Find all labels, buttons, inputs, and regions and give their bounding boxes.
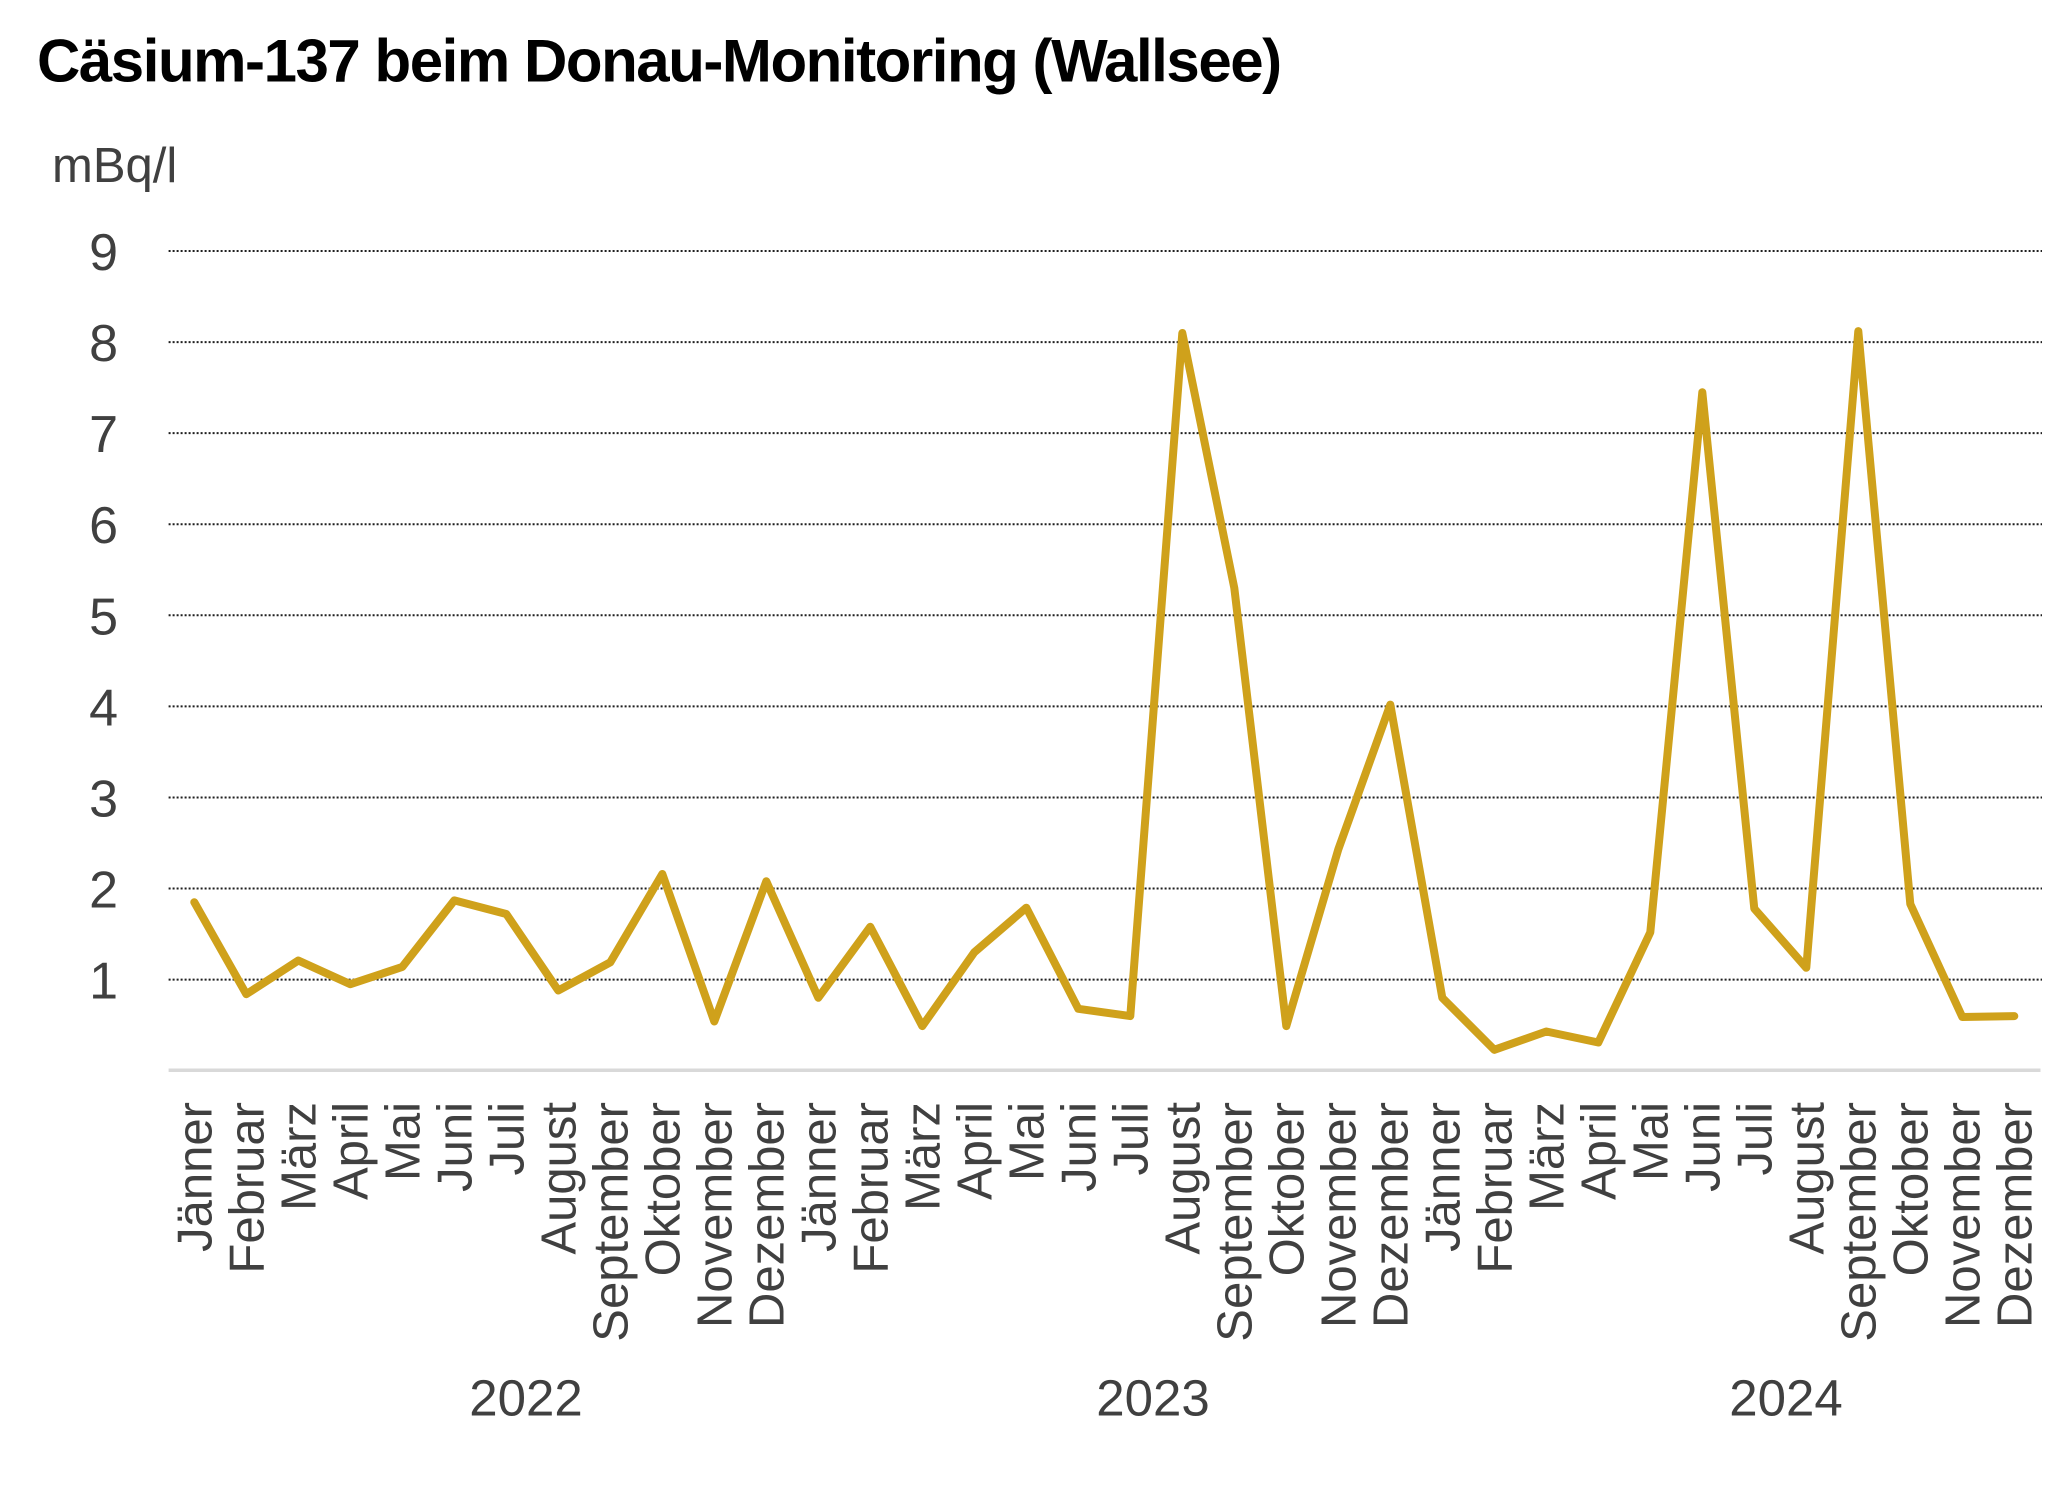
svg-text:Mai: Mai xyxy=(1000,1102,1054,1181)
svg-text:August: August xyxy=(1156,1102,1210,1255)
svg-text:November: November xyxy=(1312,1102,1366,1328)
svg-text:Juni: Juni xyxy=(1052,1102,1106,1192)
svg-text:4: 4 xyxy=(89,679,118,737)
svg-text:Juni: Juni xyxy=(428,1102,482,1192)
svg-text:7: 7 xyxy=(89,406,118,464)
svg-text:April: April xyxy=(948,1102,1002,1200)
svg-text:Oktober: Oktober xyxy=(636,1102,690,1276)
svg-text:Jänner: Jänner xyxy=(168,1102,222,1252)
svg-text:Juli: Juli xyxy=(480,1102,534,1176)
svg-text:Oktober: Oktober xyxy=(1260,1102,1314,1276)
svg-text:Juli: Juli xyxy=(1104,1102,1158,1176)
svg-text:6: 6 xyxy=(89,497,118,555)
svg-text:Jänner: Jänner xyxy=(792,1102,846,1252)
svg-text:Dezember: Dezember xyxy=(740,1102,794,1328)
svg-text:3: 3 xyxy=(89,771,118,829)
svg-text:September: September xyxy=(1832,1102,1886,1342)
svg-text:April: April xyxy=(324,1102,378,1200)
svg-text:März: März xyxy=(272,1102,326,1211)
svg-text:mBq/l: mBq/l xyxy=(52,139,177,193)
svg-text:Dezember: Dezember xyxy=(1988,1102,2042,1328)
svg-text:Mai: Mai xyxy=(376,1102,430,1181)
svg-text:2023: 2023 xyxy=(1096,1370,1209,1427)
svg-text:Oktober: Oktober xyxy=(1884,1102,1938,1276)
svg-text:August: August xyxy=(532,1102,586,1255)
svg-text:Cäsium-137 beim Donau-Monitori: Cäsium-137 beim Donau-Monitoring (Wallse… xyxy=(37,28,1281,95)
svg-text:5: 5 xyxy=(89,588,118,646)
svg-text:September: September xyxy=(584,1102,638,1342)
svg-text:1: 1 xyxy=(89,953,118,1011)
svg-text:November: November xyxy=(1936,1102,1990,1328)
svg-text:Februar: Februar xyxy=(1468,1102,1522,1274)
svg-text:Juli: Juli xyxy=(1728,1102,1782,1176)
svg-text:2022: 2022 xyxy=(469,1370,582,1427)
svg-text:Mai: Mai xyxy=(1624,1102,1678,1181)
svg-text:8: 8 xyxy=(89,315,118,373)
svg-text:2024: 2024 xyxy=(1729,1370,1842,1427)
svg-text:März: März xyxy=(896,1102,950,1211)
svg-text:Dezember: Dezember xyxy=(1364,1102,1418,1328)
svg-text:April: April xyxy=(1572,1102,1626,1200)
svg-text:Februar: Februar xyxy=(220,1102,274,1274)
svg-text:2: 2 xyxy=(89,862,118,920)
svg-text:November: November xyxy=(688,1102,742,1328)
svg-text:Juni: Juni xyxy=(1676,1102,1730,1192)
svg-text:September: September xyxy=(1208,1102,1262,1342)
svg-text:Jänner: Jänner xyxy=(1416,1102,1470,1252)
svg-text:August: August xyxy=(1780,1102,1834,1255)
svg-text:Februar: Februar xyxy=(844,1102,898,1274)
svg-text:9: 9 xyxy=(89,224,118,282)
svg-text:März: März xyxy=(1520,1102,1574,1211)
